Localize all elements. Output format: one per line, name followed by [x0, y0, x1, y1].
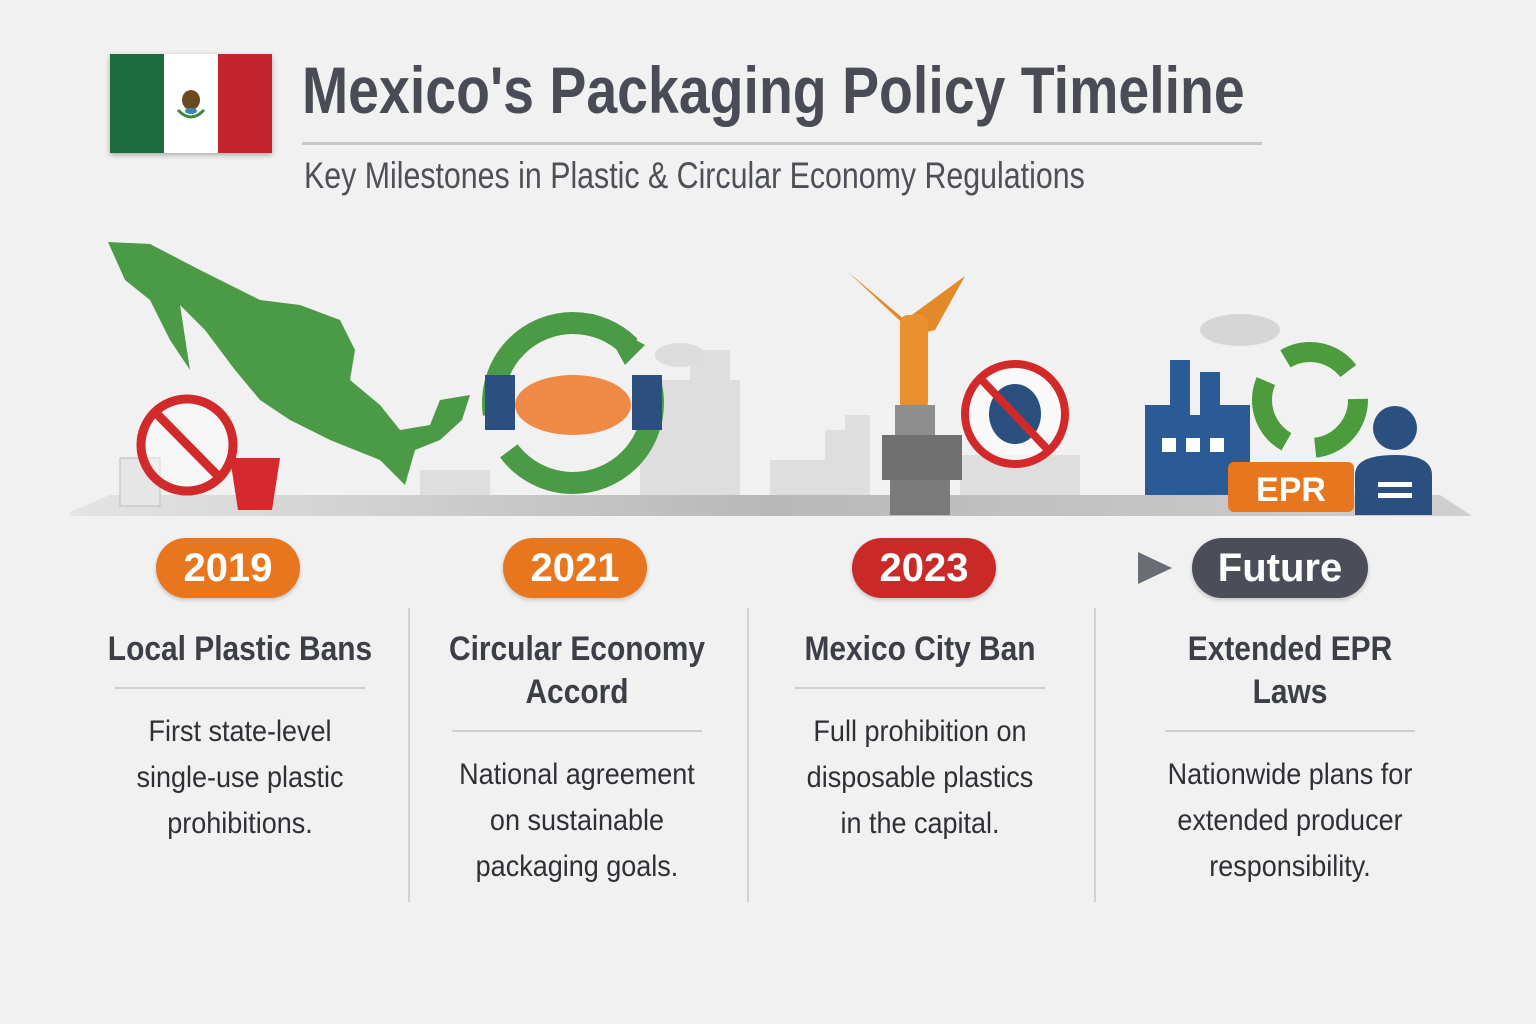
ground-strip — [70, 495, 1472, 516]
epr-badge-label: EPR — [1256, 471, 1326, 509]
milestone-title: Local Plastic Bans — [107, 630, 373, 668]
milestone-title: Accord — [525, 673, 629, 711]
milestone-divider — [795, 687, 1045, 689]
milestone-2021: Circular Economy Accord National agreeme… — [417, 628, 737, 890]
milestone-description-line: prohibitions. — [167, 807, 313, 840]
year-pill-future: Future — [1192, 538, 1368, 598]
milestone-2023: Mexico City Ban Full prohibition on disp… — [760, 628, 1080, 847]
factory-icon — [1145, 360, 1250, 495]
milestone-divider — [1165, 730, 1415, 732]
milestone-description-line: disposable plastics — [806, 761, 1034, 794]
year-pill-2019: 2019 — [156, 538, 300, 598]
handshake-recycle-icon — [482, 312, 664, 494]
milestone-description-line: packaging goals. — [475, 850, 679, 883]
milestone-description-line: on sustainable — [489, 804, 665, 837]
milestone-description-line: National agreement — [459, 758, 695, 791]
milestone-description-line: First state-level — [148, 715, 332, 748]
year-pill-2021: 2021 — [503, 538, 647, 598]
angel-of-independence-icon — [848, 272, 965, 515]
milestone-divider — [452, 730, 702, 732]
milestone-divider — [115, 687, 365, 689]
person-icon — [1355, 406, 1432, 515]
milestone-description-line: Full prohibition on — [813, 715, 1027, 748]
mexico-map-icon — [108, 242, 470, 485]
column-divider — [747, 608, 749, 902]
milestone-description-line: Nationwide plans for — [1167, 758, 1413, 791]
milestone-description-line: responsibility. — [1209, 850, 1371, 883]
milestone-title: Extended EPR Laws — [1187, 630, 1393, 711]
title-divider — [302, 142, 1262, 145]
milestone-2019: Local Plastic Bans First state-level sin… — [80, 628, 400, 847]
column-divider — [1094, 608, 1096, 902]
milestone-description-line: extended producer — [1177, 804, 1403, 837]
milestone-description-line: in the capital. — [840, 807, 1000, 840]
illustration-scene: EPR — [70, 242, 1472, 516]
epr-badge: EPR — [1228, 462, 1354, 512]
year-pill-2023: 2023 — [852, 538, 996, 598]
page-subtitle: Key Milestones in Plastic & Circular Eco… — [304, 155, 1085, 196]
mexico-flag-icon — [110, 54, 272, 153]
recycle-icon — [1252, 342, 1368, 458]
page-title: Mexico's Packaging Policy Timeline — [302, 53, 1245, 127]
milestone-title: Mexico City Ban — [804, 630, 1036, 668]
milestone-future: Extended EPR Laws Nationwide plans for e… — [1130, 628, 1450, 890]
city-skyline — [420, 350, 1080, 495]
no-plastic-icon — [119, 394, 280, 510]
column-divider — [408, 608, 410, 902]
timeline-arrow-icon — [1138, 552, 1172, 584]
milestone-description-line: single-use plastic — [136, 761, 344, 794]
milestone-title: Circular Economy — [448, 630, 706, 668]
no-plastic-bag-icon — [961, 360, 1069, 468]
